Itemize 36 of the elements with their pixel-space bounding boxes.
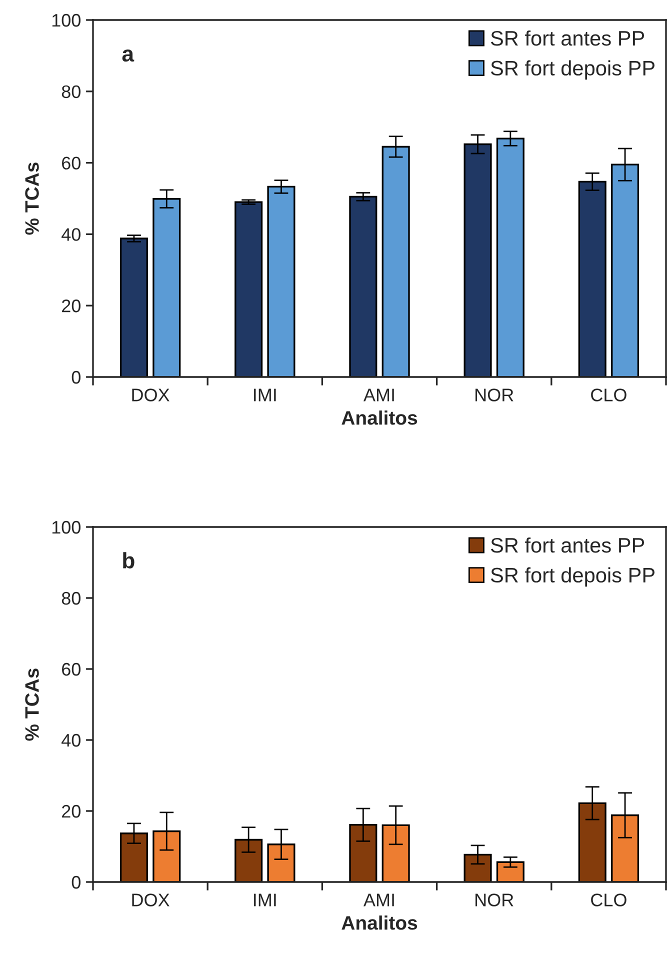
y-tick-label: 80 <box>62 85 80 98</box>
bar <box>496 861 524 882</box>
legend-label: SR fort depois PP <box>490 60 654 80</box>
bar <box>120 238 148 377</box>
x-tick-label: CLO <box>591 388 626 402</box>
x-tick-label: AMI <box>363 894 394 906</box>
x-tick-label: NOR <box>476 894 514 906</box>
x-tick-label: DOX <box>132 894 170 906</box>
legend-label: SR fort antes PP <box>490 537 644 553</box>
x-axis-title: Analitos <box>342 916 418 930</box>
x-tick-label: IMI <box>254 388 276 402</box>
y-tick-label: 60 <box>62 156 80 170</box>
y-tick-label: 40 <box>62 228 80 241</box>
y-tick-label: 20 <box>62 300 80 312</box>
y-tick-label: 40 <box>62 734 80 747</box>
bar <box>349 196 378 377</box>
y-axis-title: % TCAs <box>25 668 39 741</box>
x-axis-title: Analitos <box>342 410 418 425</box>
y-tick-label: 80 <box>62 592 80 605</box>
x-tick-label: CLO <box>591 894 626 906</box>
y-axis-title: % TCAs <box>25 162 39 235</box>
x-tick-label: DOX <box>132 388 170 402</box>
annotation: a <box>122 49 134 62</box>
y-tick-label: 0 <box>72 370 80 384</box>
y-tick-label: 100 <box>52 520 80 534</box>
x-tick-label: NOR <box>476 388 514 402</box>
x-tick-label: AMI <box>363 388 394 402</box>
bar <box>234 201 263 377</box>
annotation: b <box>123 552 134 568</box>
legend-label: SR fort antes PP <box>490 30 644 46</box>
y-tick-label: 20 <box>62 804 80 818</box>
y-tick-label: 60 <box>62 662 80 676</box>
y-tick-label: 100 <box>52 14 80 27</box>
legend-label: SR fort depois PP <box>490 567 654 587</box>
y-tick-label: 0 <box>72 876 80 889</box>
x-tick-label: IMI <box>254 894 276 906</box>
